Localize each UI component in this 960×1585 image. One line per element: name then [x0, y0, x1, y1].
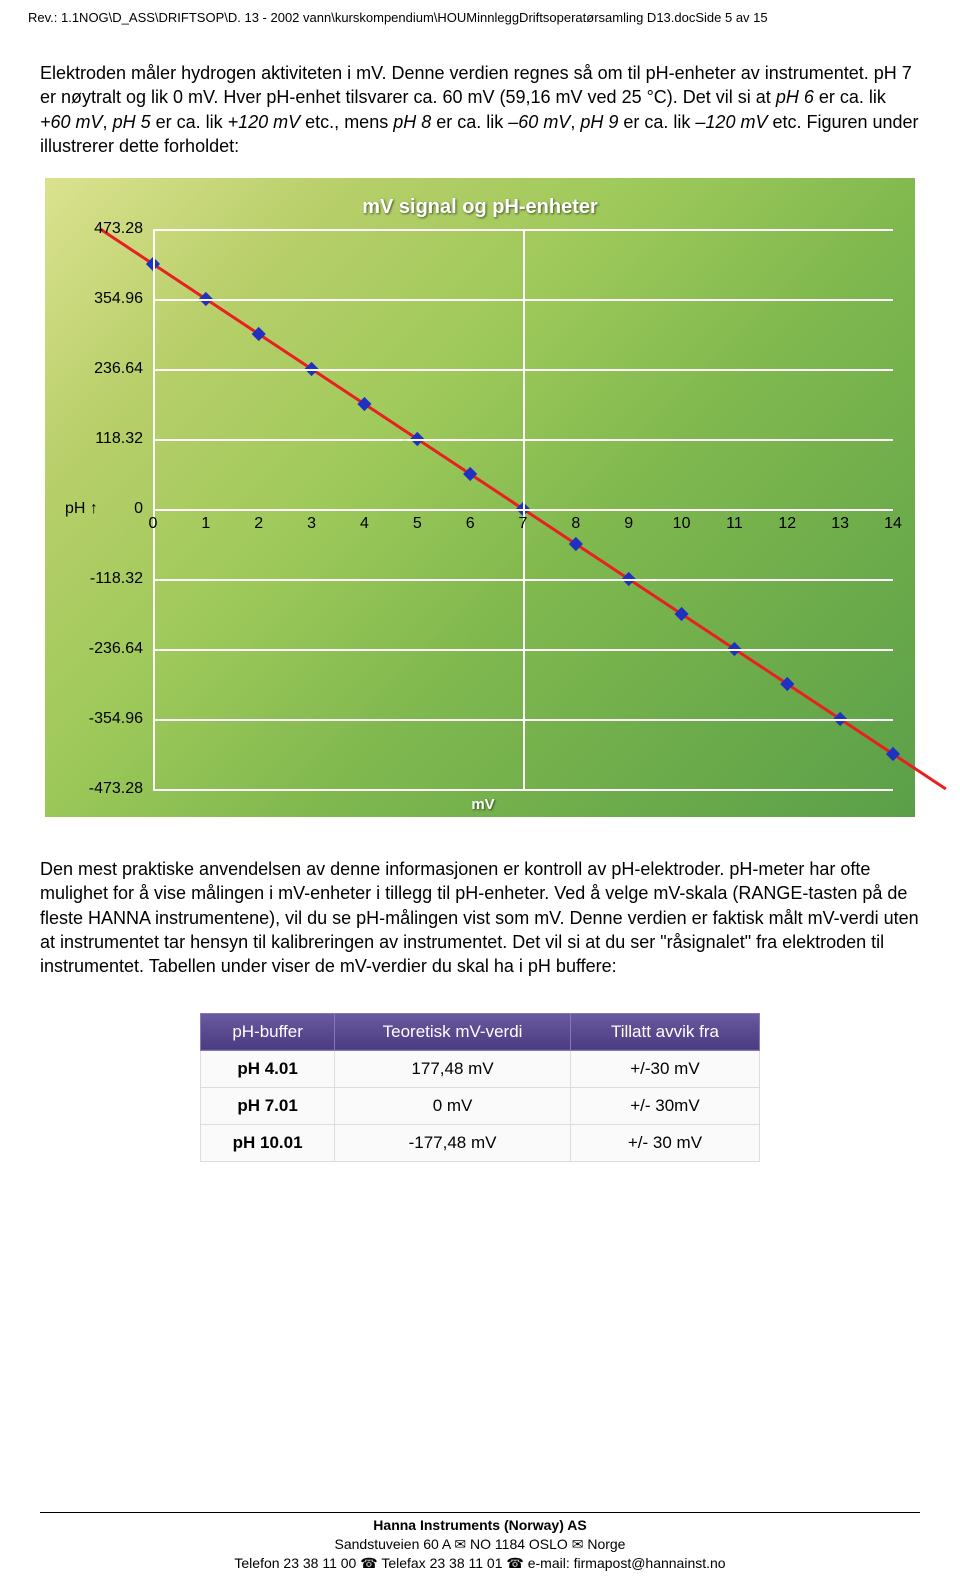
paragraph-2: Den mest praktiske anvendelsen av denne …	[0, 817, 960, 988]
footer-tel-c: e-mail: firmapost@hannainst.no	[524, 1555, 726, 1571]
th-mv: Teoretisk mV-verdi	[335, 1013, 571, 1050]
table-cell: pH 7.01	[201, 1087, 335, 1124]
phone-icon: ☎	[360, 1555, 377, 1571]
table-cell: +/-30 mV	[570, 1050, 759, 1087]
chart-grid: pH ↑ mV 473.28354.96236.64118.320-118.32…	[73, 229, 893, 789]
x-tick-label: 10	[673, 515, 691, 533]
p1-t5: etc., mens	[300, 112, 393, 132]
x-tick-label: 13	[831, 515, 849, 533]
footer-tel-a: Telefon 23 38 11 00	[234, 1555, 360, 1571]
y-tick-label: 0	[73, 500, 143, 518]
p1-t2: er ca. lik	[814, 87, 886, 107]
fax-icon: ☎	[506, 1555, 523, 1571]
p1-t6: er ca. lik	[431, 112, 508, 132]
table-row: pH 7.010 mV+/- 30mV	[201, 1087, 760, 1124]
footer-divider	[40, 1512, 920, 1513]
p1-i8: –120 mV	[695, 112, 767, 132]
p1-t7: ,	[570, 112, 580, 132]
p1-i4: +120 mV	[228, 112, 301, 132]
x-tick-label: 11	[726, 515, 743, 533]
x-tick-label: 2	[254, 515, 263, 533]
table-cell: pH 10.01	[201, 1124, 335, 1161]
table-row: pH 4.01177,48 mV+/-30 mV	[201, 1050, 760, 1087]
y-tick-label: -118.32	[73, 570, 143, 588]
footer-addr-c: Norge	[583, 1536, 625, 1552]
y-tick-label: -236.64	[73, 640, 143, 658]
y-tick-label: 354.96	[73, 290, 143, 308]
gridline-h	[153, 789, 893, 791]
table-row: pH 10.01-177,48 mV+/- 30 mV	[201, 1124, 760, 1161]
footer-tel-b: Telefax 23 38 11 01	[378, 1555, 507, 1571]
p1-i5: pH 8	[393, 112, 431, 132]
envelope-icon: ✉	[454, 1536, 466, 1552]
doc-header-path: Rev.: 1.1NOG\D_ASS\DRIFTSOP\D. 13 - 2002…	[0, 0, 960, 31]
p1-i6: –60 mV	[508, 112, 570, 132]
p1-t4: er ca. lik	[151, 112, 228, 132]
y-tick-label: 236.64	[73, 360, 143, 378]
footer-company: Hanna Instruments (Norway) AS	[373, 1517, 586, 1533]
th-dev: Tillatt avvik fra	[570, 1013, 759, 1050]
gridline-v	[523, 229, 525, 789]
p1-i7: pH 9	[580, 112, 618, 132]
table-cell: 0 mV	[335, 1087, 571, 1124]
table-cell: 177,48 mV	[335, 1050, 571, 1087]
mv-ph-chart: mV signal og pH-enheter pH ↑ mV 473.2835…	[45, 178, 915, 817]
x-tick-label: 9	[624, 515, 633, 533]
y-tick-label: -473.28	[73, 780, 143, 798]
p1-i2: +60 mV	[40, 112, 103, 132]
x-tick-label: 14	[884, 515, 902, 533]
y-tick-label: 118.32	[73, 430, 143, 448]
table-cell: +/- 30 mV	[570, 1124, 759, 1161]
table-cell: -177,48 mV	[335, 1124, 571, 1161]
x-tick-label: 1	[201, 515, 210, 533]
page-footer: Hanna Instruments (Norway) AS Sandstuvei…	[0, 1516, 960, 1573]
table-cell: pH 4.01	[201, 1050, 335, 1087]
p1-i3: pH 5	[113, 112, 151, 132]
p1-i1: pH 6	[776, 87, 814, 107]
x-tick-label: 12	[778, 515, 796, 533]
x-tick-label: 8	[571, 515, 580, 533]
x-tick-label: 6	[466, 515, 475, 533]
table-cell: +/- 30mV	[570, 1087, 759, 1124]
gridline-v	[153, 229, 155, 789]
p1-t3: ,	[103, 112, 113, 132]
y-tick-label: 473.28	[73, 220, 143, 238]
chart-title: mV signal og pH-enheter	[63, 196, 897, 219]
x-tick-label: 7	[519, 515, 528, 533]
x-tick-label: 3	[307, 515, 316, 533]
th-buffer: pH-buffer	[201, 1013, 335, 1050]
p1-t8: er ca. lik	[618, 112, 695, 132]
x-tick-label: 5	[413, 515, 422, 533]
x-tick-label: 0	[149, 515, 158, 533]
footer-addr-a: Sandstuveien 60 A	[335, 1536, 455, 1552]
paragraph-1: Elektroden måler hydrogen aktiviteten i …	[0, 31, 960, 168]
footer-addr-b: NO 1184 OSLO	[466, 1536, 572, 1552]
mv-axis-label: mV	[471, 796, 494, 813]
envelope-icon: ✉	[572, 1536, 584, 1552]
x-tick-label: 4	[360, 515, 369, 533]
y-tick-label: -354.96	[73, 710, 143, 728]
ph-buffer-table: pH-buffer Teoretisk mV-verdi Tillatt avv…	[200, 1013, 760, 1162]
